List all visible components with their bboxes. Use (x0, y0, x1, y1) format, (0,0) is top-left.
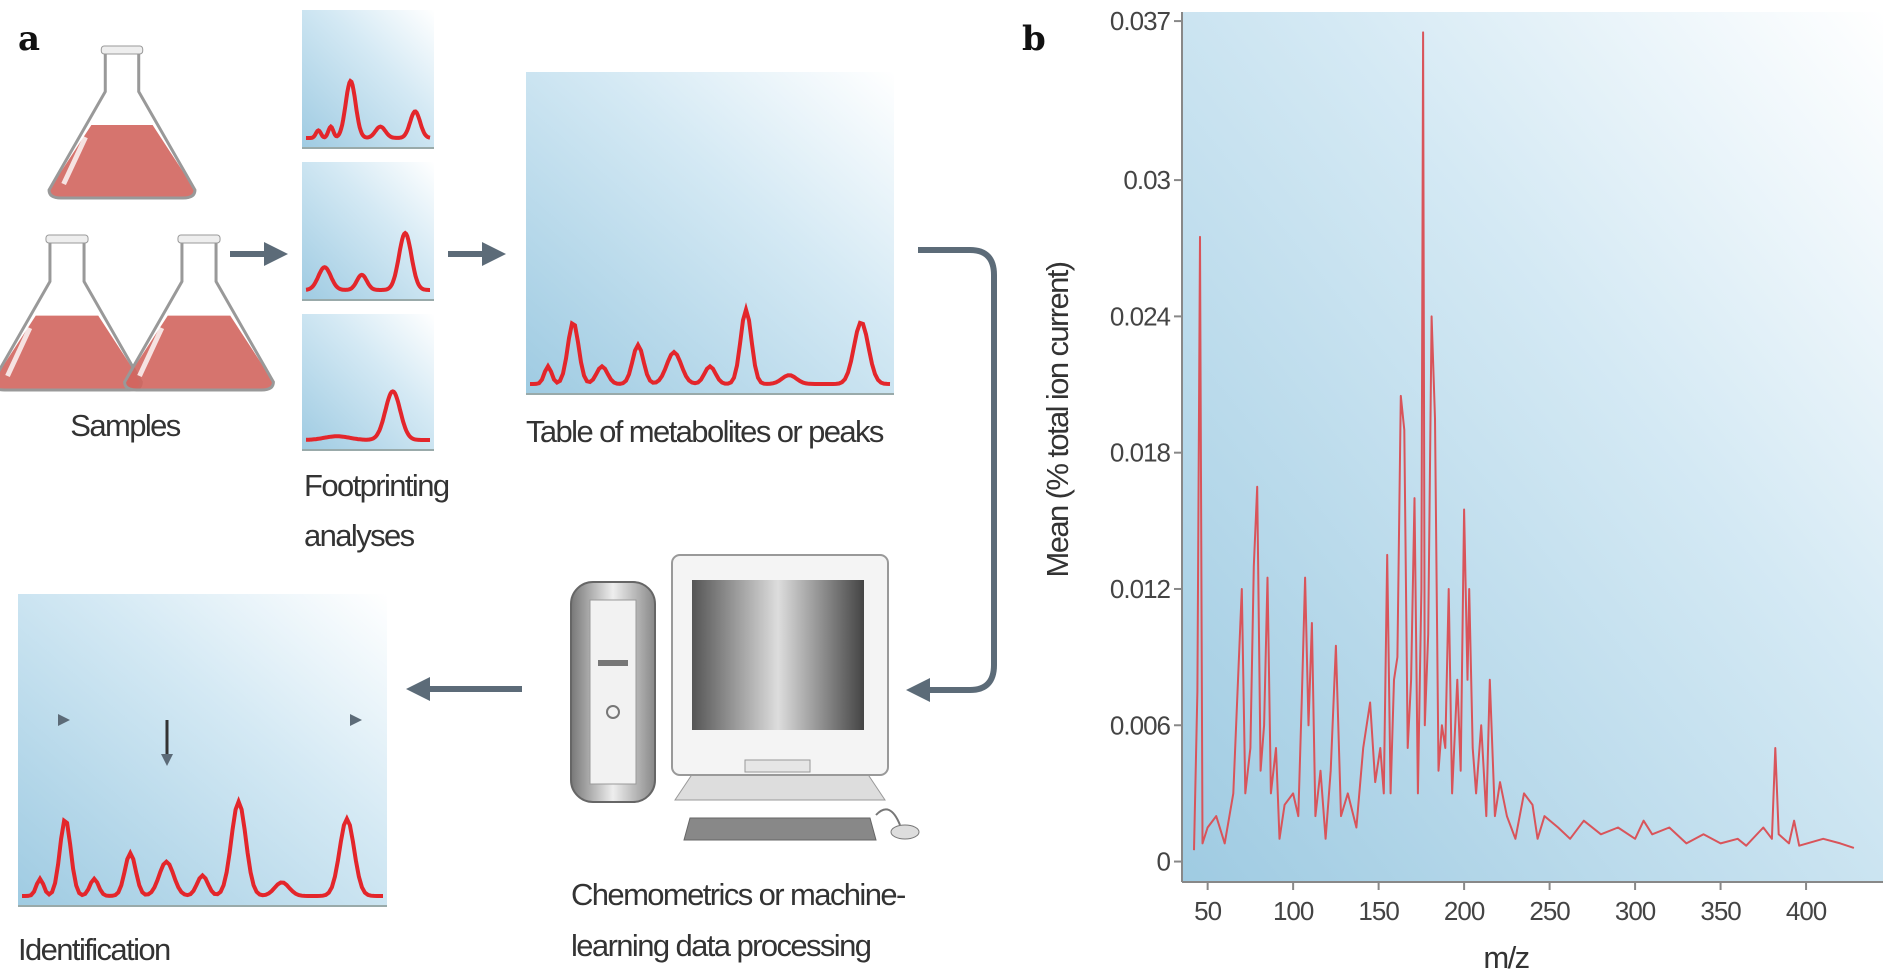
flask (47, 52, 197, 200)
x-tick-label: 100 (1273, 896, 1314, 926)
spectrum-box (526, 72, 894, 394)
flask-shine (5, 326, 33, 378)
connector-arrow (906, 247, 997, 702)
spectrum-line (1193, 31, 1855, 851)
spectrum-curve (306, 78, 431, 140)
flasks (0, 45, 275, 392)
processing-label: Chemometrics or machine- (571, 877, 905, 912)
flask (123, 241, 275, 392)
x-tick-label: 50 (1194, 896, 1221, 926)
spectrum-curve (530, 302, 891, 386)
x-tick-label: 200 (1444, 896, 1485, 926)
flask-liquid (0, 315, 142, 390)
panel-label: b (1022, 19, 1046, 59)
y-tick-label: 0.006 (1110, 710, 1171, 740)
flask-shine (61, 136, 88, 186)
samples-label: Samples (70, 408, 181, 443)
spectrum-curve (22, 795, 383, 898)
y-tick-label: 0.037 (1110, 6, 1171, 36)
x-tick-label: 150 (1358, 896, 1399, 926)
y-tick-label: 0.024 (1110, 301, 1171, 331)
flask-liquid (49, 125, 195, 198)
y-axis-label: Mean (% total ion current) (1040, 262, 1075, 577)
table-label: Table of metabolites or peaks (526, 414, 884, 449)
processing-label: learning data processing (571, 928, 871, 963)
spectrum-curve (305, 230, 430, 292)
panel-label: a (18, 19, 40, 59)
spectrum-box (302, 314, 434, 450)
chart: 0 0.006 0.012 0.018 0.024 0.03 0.037 50 100 150 20… (1110, 6, 1883, 926)
flask-rim (100, 45, 144, 55)
footprinting-label: analyses (304, 518, 415, 553)
spectrum-box (18, 594, 387, 906)
spectrum-box (302, 162, 434, 300)
y-tick-label: 0.018 (1110, 438, 1171, 468)
footprinting-label: Footprinting (304, 468, 449, 503)
y-tick-label: 0.03 (1123, 165, 1170, 195)
spectra-boxes (18, 10, 894, 907)
flask-liquid (124, 315, 274, 390)
flask-rim (45, 234, 89, 244)
x-tick-label: 400 (1786, 896, 1827, 926)
spectrum-curve (306, 389, 430, 442)
x-tick-label: 350 (1700, 896, 1741, 926)
y-tick-label: 0 (1157, 847, 1171, 877)
flask-shine (137, 326, 165, 378)
flask-rim (177, 234, 221, 244)
identification-label: Identification (18, 932, 170, 967)
y-tick-label: 0.012 (1110, 574, 1171, 604)
computer (570, 554, 920, 841)
plot-area (1182, 12, 1883, 882)
x-tick-label: 250 (1529, 896, 1570, 926)
x-axis-label: m/z (1483, 940, 1528, 975)
spectrum-box (302, 10, 434, 148)
x-tick-label: 300 (1615, 896, 1656, 926)
